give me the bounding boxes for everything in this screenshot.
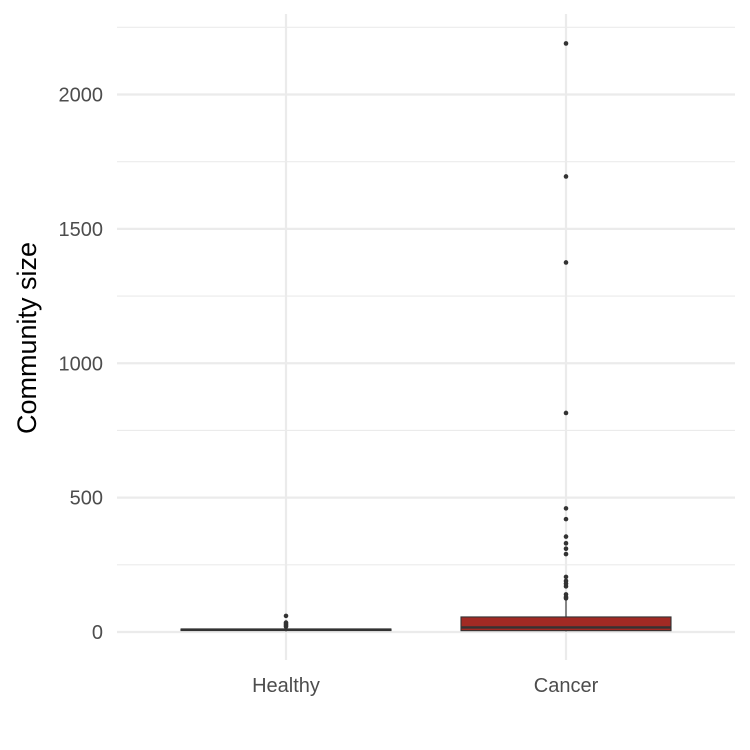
x-tick-label: Healthy <box>252 675 320 697</box>
x-tick-label: Cancer <box>534 675 599 697</box>
x-axis-ticks: Healthy Cancer <box>252 675 598 697</box>
y-tick-label: 2000 <box>59 85 104 107</box>
y-tick-label: 0 <box>92 622 103 644</box>
outlier-point <box>563 174 569 179</box>
box-healthy <box>180 613 392 632</box>
outlier-point <box>563 41 569 46</box>
outlier-point <box>563 516 569 522</box>
outlier-point <box>563 592 569 597</box>
y-tick-label: 1000 <box>59 353 104 375</box>
outlier-point <box>563 541 569 546</box>
box-series <box>180 41 672 632</box>
outlier-point <box>563 506 569 511</box>
y-tick-label: 1500 <box>59 219 104 241</box>
outlier-point <box>563 578 569 584</box>
grid-lines <box>117 14 735 660</box>
outlier-point <box>283 613 289 619</box>
outlier-point <box>563 551 569 557</box>
outlier-point <box>283 620 289 625</box>
outlier-point <box>563 546 569 551</box>
y-axis-title: Community size <box>12 242 42 434</box>
y-tick-label: 500 <box>70 488 103 510</box>
outlier-point <box>563 260 569 265</box>
outlier-point <box>563 574 569 580</box>
outlier-point <box>563 534 569 539</box>
outlier-point <box>563 410 569 416</box>
y-axis-ticks: 0 500 1000 1500 2000 <box>59 85 104 645</box>
box-cancer <box>460 41 672 632</box>
